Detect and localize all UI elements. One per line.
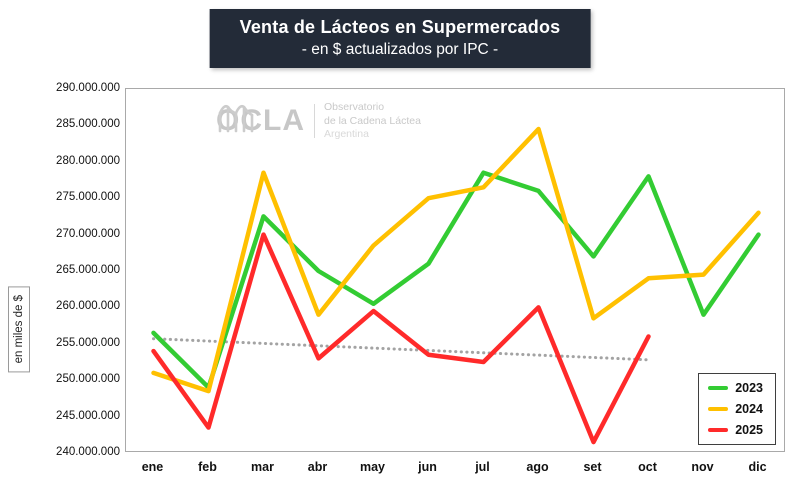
y-axis-tick: 255.000.000 [56, 336, 120, 349]
watermark-line-3: Argentina [324, 128, 369, 141]
x-axis-label-jul: jul [475, 460, 490, 474]
watermark-text: Observatorio de la Cadena Láctea Argenti… [324, 101, 421, 142]
watermark-line-1: Observatorio [324, 101, 385, 113]
chart-subtitle: - en $ actualizados por IPC - [301, 41, 499, 58]
y-axis-tick: 260.000.000 [56, 300, 120, 313]
x-axis-label-dic: dic [748, 460, 767, 474]
x-axis-label-ago: ago [526, 460, 549, 474]
series-line-2025 [151, 232, 651, 445]
legend-item-2025[interactable]: 2025 [708, 423, 763, 437]
watermark-line-2: de la Cadena Láctea [324, 114, 421, 127]
y-axis-tick: 245.000.000 [56, 409, 120, 422]
y-axis-tick: 285.000.000 [56, 118, 120, 131]
x-axis-label-abr: abr [307, 460, 328, 474]
legend-swatch-2023 [708, 386, 729, 390]
x-axis-label-feb: feb [198, 460, 217, 474]
legend-label-2023: 2023 [735, 381, 763, 395]
x-axis-labels: ene feb mar abr may jun jul ago set oct nov dic [125, 460, 785, 474]
y-axis-tick: 250.000.000 [56, 373, 120, 386]
watermark-divider [314, 104, 315, 139]
chart-series-layer [151, 126, 761, 445]
x-axis-label-mar: mar [251, 460, 274, 474]
x-axis-label-ene: ene [141, 460, 164, 474]
y-axis-title: en miles de $ [8, 286, 30, 373]
x-axis-label-oct: oct [638, 460, 657, 474]
y-axis-tick: 265.000.000 [56, 263, 120, 276]
y-axis-ticks: 290.000.000 285.000.000 280.000.000 275.000… [36, 80, 120, 460]
chart-title-box: Venta de Lácteos en Supermercados - en $… [209, 9, 591, 68]
y-axis-tick: 240.000.000 [56, 445, 120, 458]
plot-area: OCLA Observatorio de la Cadena Láctea Ar… [125, 88, 785, 452]
legend-item-2023[interactable]: 2023 [708, 381, 763, 395]
legend-item-2024[interactable]: 2024 [708, 402, 763, 416]
y-axis-tick: 275.000.000 [56, 191, 120, 204]
x-axis-label-jun: jun [418, 460, 437, 474]
chart-title: Venta de Lácteos en Supermercados [239, 17, 561, 37]
legend-swatch-2024 [708, 407, 729, 411]
y-axis-tick: 280.000.000 [56, 154, 120, 167]
series-line-2024 [151, 126, 761, 394]
ocla-watermark: OCLA Observatorio de la Cadena Láctea Ar… [216, 101, 421, 142]
x-axis-label-may: may [359, 460, 386, 474]
x-axis-label-nov: nov [691, 460, 714, 474]
legend-swatch-2025 [708, 428, 729, 432]
chart-legend: 2023 2024 2025 [698, 373, 776, 445]
legend-label-2024: 2024 [735, 402, 763, 416]
ocla-logo-icon [218, 104, 254, 133]
trend-line [152, 337, 650, 362]
y-axis-tick: 270.000.000 [56, 227, 120, 240]
y-axis-tick: 290.000.000 [56, 82, 120, 94]
x-axis-label-set: set [583, 460, 602, 474]
series-line-2023 [151, 170, 761, 390]
legend-label-2025: 2025 [735, 423, 763, 437]
